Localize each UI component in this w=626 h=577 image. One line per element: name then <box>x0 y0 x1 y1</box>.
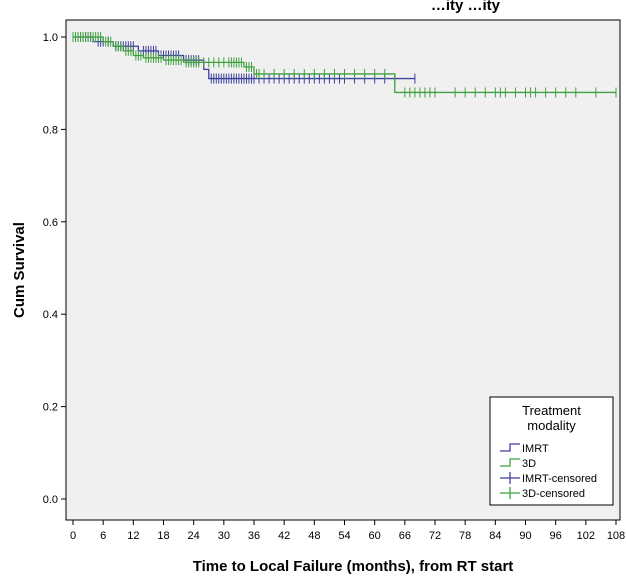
x-tick-label: 60 <box>369 530 381 542</box>
series-layer <box>72 32 617 98</box>
x-tick-label: 54 <box>338 530 350 542</box>
x-tick-label: 6 <box>100 530 106 542</box>
legend-entry-label: IMRT <box>522 443 549 455</box>
x-tick-label: 30 <box>218 530 230 542</box>
x-axis: 0 6 12 18 24 30 36 42 48 54 60 66 72 78 84 90 96 102 108 <box>70 520 625 542</box>
legend-entry-label: 3D-censored <box>522 488 585 500</box>
y-tick-label: 0.6 <box>43 217 58 229</box>
y-tick-label: 0.0 <box>43 494 58 506</box>
x-tick-label: 84 <box>489 530 501 542</box>
x-tick-label: 96 <box>550 530 562 542</box>
legend: Treatment modality IMRT 3D IMRT-censored 3D… <box>489 396 614 506</box>
y-axis: 0.0 0.2 0.4 0.6 0.8 1.0 <box>43 32 66 506</box>
y-tick-label: 1.0 <box>43 32 58 44</box>
legend-entry-label: 3D <box>522 458 536 470</box>
series-3d <box>72 32 617 98</box>
x-tick-label: 0 <box>70 530 76 542</box>
y-axis-title: Cum Survival <box>11 222 28 318</box>
x-tick-label: 24 <box>188 530 200 542</box>
x-tick-label: 12 <box>127 530 139 542</box>
legend-title-line-2: modality <box>527 418 576 433</box>
legend-entries: IMRT 3D IMRT-censored 3D-censored <box>500 443 597 500</box>
x-tick-label: 78 <box>459 530 471 542</box>
x-tick-label: 66 <box>399 530 411 542</box>
x-tick-label: 72 <box>429 530 441 542</box>
x-tick-label: 18 <box>157 530 169 542</box>
x-tick-label: 36 <box>248 530 260 542</box>
x-tick-label: 102 <box>577 530 595 542</box>
chart-title-fragment: …ity …ity <box>431 0 501 14</box>
x-axis-title: Time to Local Failure (months), from RT … <box>193 558 514 575</box>
legend-swatch-line <box>500 458 520 467</box>
x-tick-label: 90 <box>519 530 531 542</box>
legend-entry-label: IMRT-censored <box>522 473 597 485</box>
x-tick-label: 108 <box>607 530 625 542</box>
y-tick-label: 0.4 <box>43 309 58 321</box>
legend-title-line-1: Treatment <box>522 403 581 418</box>
x-tick-label: 42 <box>278 530 290 542</box>
x-tick-label: 48 <box>308 530 320 542</box>
y-tick-label: 0.2 <box>43 402 58 414</box>
y-tick-label: 0.8 <box>43 124 58 136</box>
legend-swatch-line <box>500 443 520 452</box>
